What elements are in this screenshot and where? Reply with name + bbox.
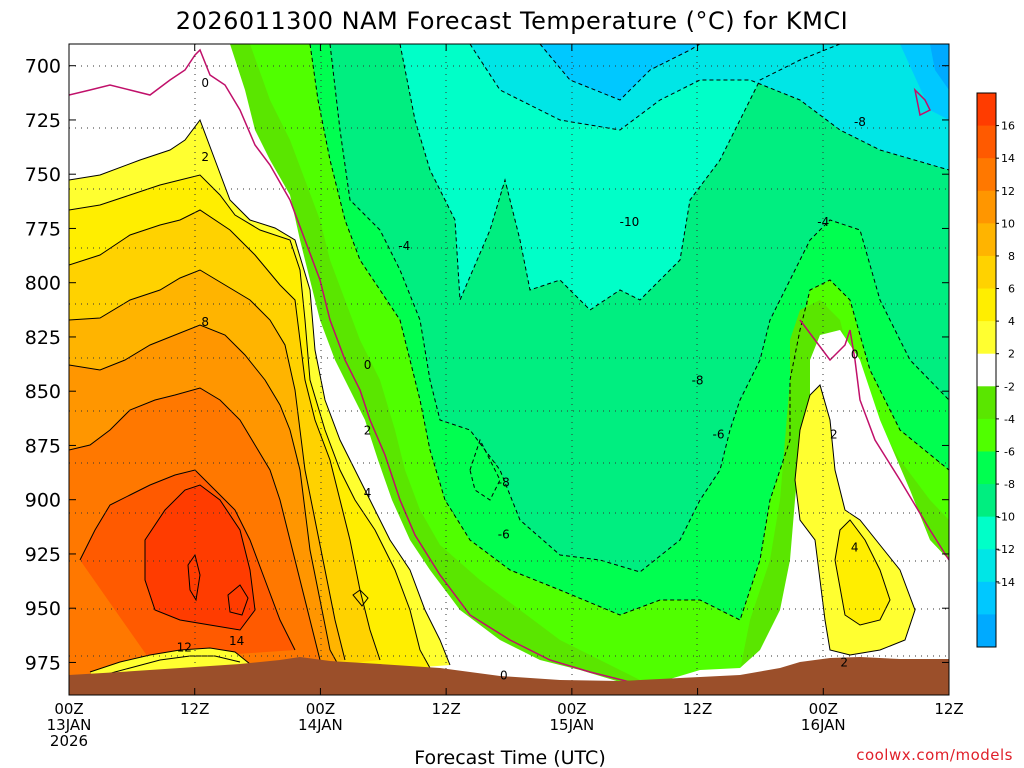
colorbar-label: 10	[1001, 217, 1015, 230]
colorbar-swatch	[977, 158, 996, 192]
colorbar-swatch	[977, 386, 996, 420]
contour-label: -8	[498, 475, 510, 489]
colorbar-label: -12	[997, 543, 1015, 556]
plot-area: 0 2 8 12 14 0 2 4 -4 -8 -6 0 -10 -8 -6 -8 -4 0 2 4 2	[69, 44, 949, 695]
x-tick-label: 16JAN	[801, 716, 846, 734]
colorbar-swatch	[977, 288, 996, 322]
x-axis-label: Forecast Time (UTC)	[414, 747, 605, 768]
contour-label: 2	[364, 423, 372, 437]
x-tick-label: 12Z	[431, 700, 460, 718]
colorbar-label: 12	[1001, 185, 1015, 198]
x-tick-label: 14JAN	[298, 716, 343, 734]
contour-label: 0	[500, 668, 508, 682]
contour-label: 2	[201, 150, 209, 164]
x-tick-label: 12Z	[934, 700, 963, 718]
contour-label: -8	[692, 373, 704, 387]
colorbar-swatch	[977, 93, 996, 127]
colorbar-label: 6	[1008, 283, 1015, 296]
colorbar-swatch	[977, 125, 996, 159]
terrain-surface	[69, 657, 949, 695]
y-tick-label: 875	[25, 435, 61, 457]
y-tick-label: 775	[25, 218, 61, 240]
credit-link[interactable]: coolwx.com/models	[856, 746, 1013, 764]
field-minus-16	[930, 44, 949, 90]
colorbar-label: 2	[1008, 348, 1015, 361]
contour-label: 0	[851, 347, 859, 361]
y-tick-label: 725	[25, 110, 61, 132]
colorbar-swatch	[977, 255, 996, 290]
x-tick-label: 12Z	[180, 700, 209, 718]
x-tick-label: 13JAN	[47, 716, 92, 734]
y-tick-label: 900	[25, 490, 61, 512]
y-tick-label: 925	[25, 544, 61, 566]
colorbar-label: 16	[1001, 120, 1015, 133]
colorbar-frame	[976, 92, 997, 648]
colorbar-swatch	[977, 614, 996, 648]
field-minus-14	[540, 44, 949, 120]
colorbar-label: -6	[1004, 445, 1015, 458]
contour-label: 0	[364, 358, 372, 372]
contour-label: 8	[201, 315, 209, 329]
y-tick-label: 800	[25, 273, 61, 295]
colorbar-label: 4	[1008, 315, 1015, 328]
y-tick-label: 825	[25, 327, 61, 349]
zero-contours	[69, 48, 949, 683]
contour-label: 0	[201, 76, 209, 90]
colorbar-label: 14	[1001, 152, 1015, 165]
colorbar-swatch	[977, 353, 996, 387]
colorbar-swatch	[977, 549, 996, 583]
contour-label: 2	[830, 428, 838, 442]
field-minus-10	[400, 44, 840, 310]
contour-labels: 0 2 8 12 14 0 2 4 -4 -8 -6 0 -10 -8 -6 -8 -4 0 2 4 2	[177, 76, 866, 682]
contour-label: -6	[713, 428, 725, 442]
x-tick-label: 00Z	[306, 700, 335, 718]
y-tick-label: 700	[25, 56, 61, 78]
colorbar-swatch	[977, 190, 996, 224]
colorbar-label: -2	[1004, 380, 1015, 393]
contour-label: 12	[177, 640, 192, 654]
contour-label: -10	[620, 215, 640, 229]
x-tick-label: 00Z	[809, 700, 838, 718]
colorbar-swatch	[977, 516, 996, 550]
colorbar-label: -10	[997, 511, 1015, 524]
contour-label: -8	[854, 115, 866, 129]
colorbar-swatch	[977, 223, 996, 257]
colorbar-swatch	[977, 418, 996, 452]
time-gridlines	[194, 44, 824, 695]
field-plus-16	[145, 485, 255, 630]
contour-label: 4	[364, 486, 372, 500]
x-tick-label: 2026	[50, 732, 88, 750]
y-tick-label: 975	[25, 652, 61, 674]
contour-label: -4	[817, 215, 829, 229]
y-tick-label: 750	[25, 164, 61, 186]
plot-frame	[68, 43, 950, 696]
y-tick-label: 950	[25, 598, 61, 620]
colorbar-swatch	[977, 451, 996, 485]
colorbar-label: -4	[1004, 413, 1015, 426]
x-tick-label: 00Z	[54, 700, 83, 718]
colorbar-label: 8	[1008, 250, 1015, 263]
contour-label: -6	[498, 527, 510, 541]
colorbar-swatch	[977, 321, 996, 355]
negative-contours	[309, 44, 949, 621]
contour-label: 4	[851, 540, 859, 554]
x-tick-label: 12Z	[683, 700, 712, 718]
contour-label: -4	[398, 239, 410, 253]
colorbar-label: -14	[997, 576, 1015, 589]
colorbar-swatch	[977, 581, 996, 615]
colorbar-swatch	[977, 484, 996, 518]
colorbar-label: -8	[1004, 478, 1015, 491]
y-tick-label: 850	[25, 381, 61, 403]
x-tick-label: 00Z	[557, 700, 586, 718]
chart-title: 2026011300 NAM Forecast Temperature (°C)…	[176, 7, 848, 35]
x-tick-label: 15JAN	[549, 716, 594, 734]
field-right-warm-4	[835, 520, 890, 625]
colorbar: 16 14 12 10 8 6 4 2 -2 -4 -6 -8 -10 -12 -14	[976, 92, 1015, 648]
contour-label: 2	[840, 655, 848, 669]
contour-label: 14	[229, 634, 244, 648]
